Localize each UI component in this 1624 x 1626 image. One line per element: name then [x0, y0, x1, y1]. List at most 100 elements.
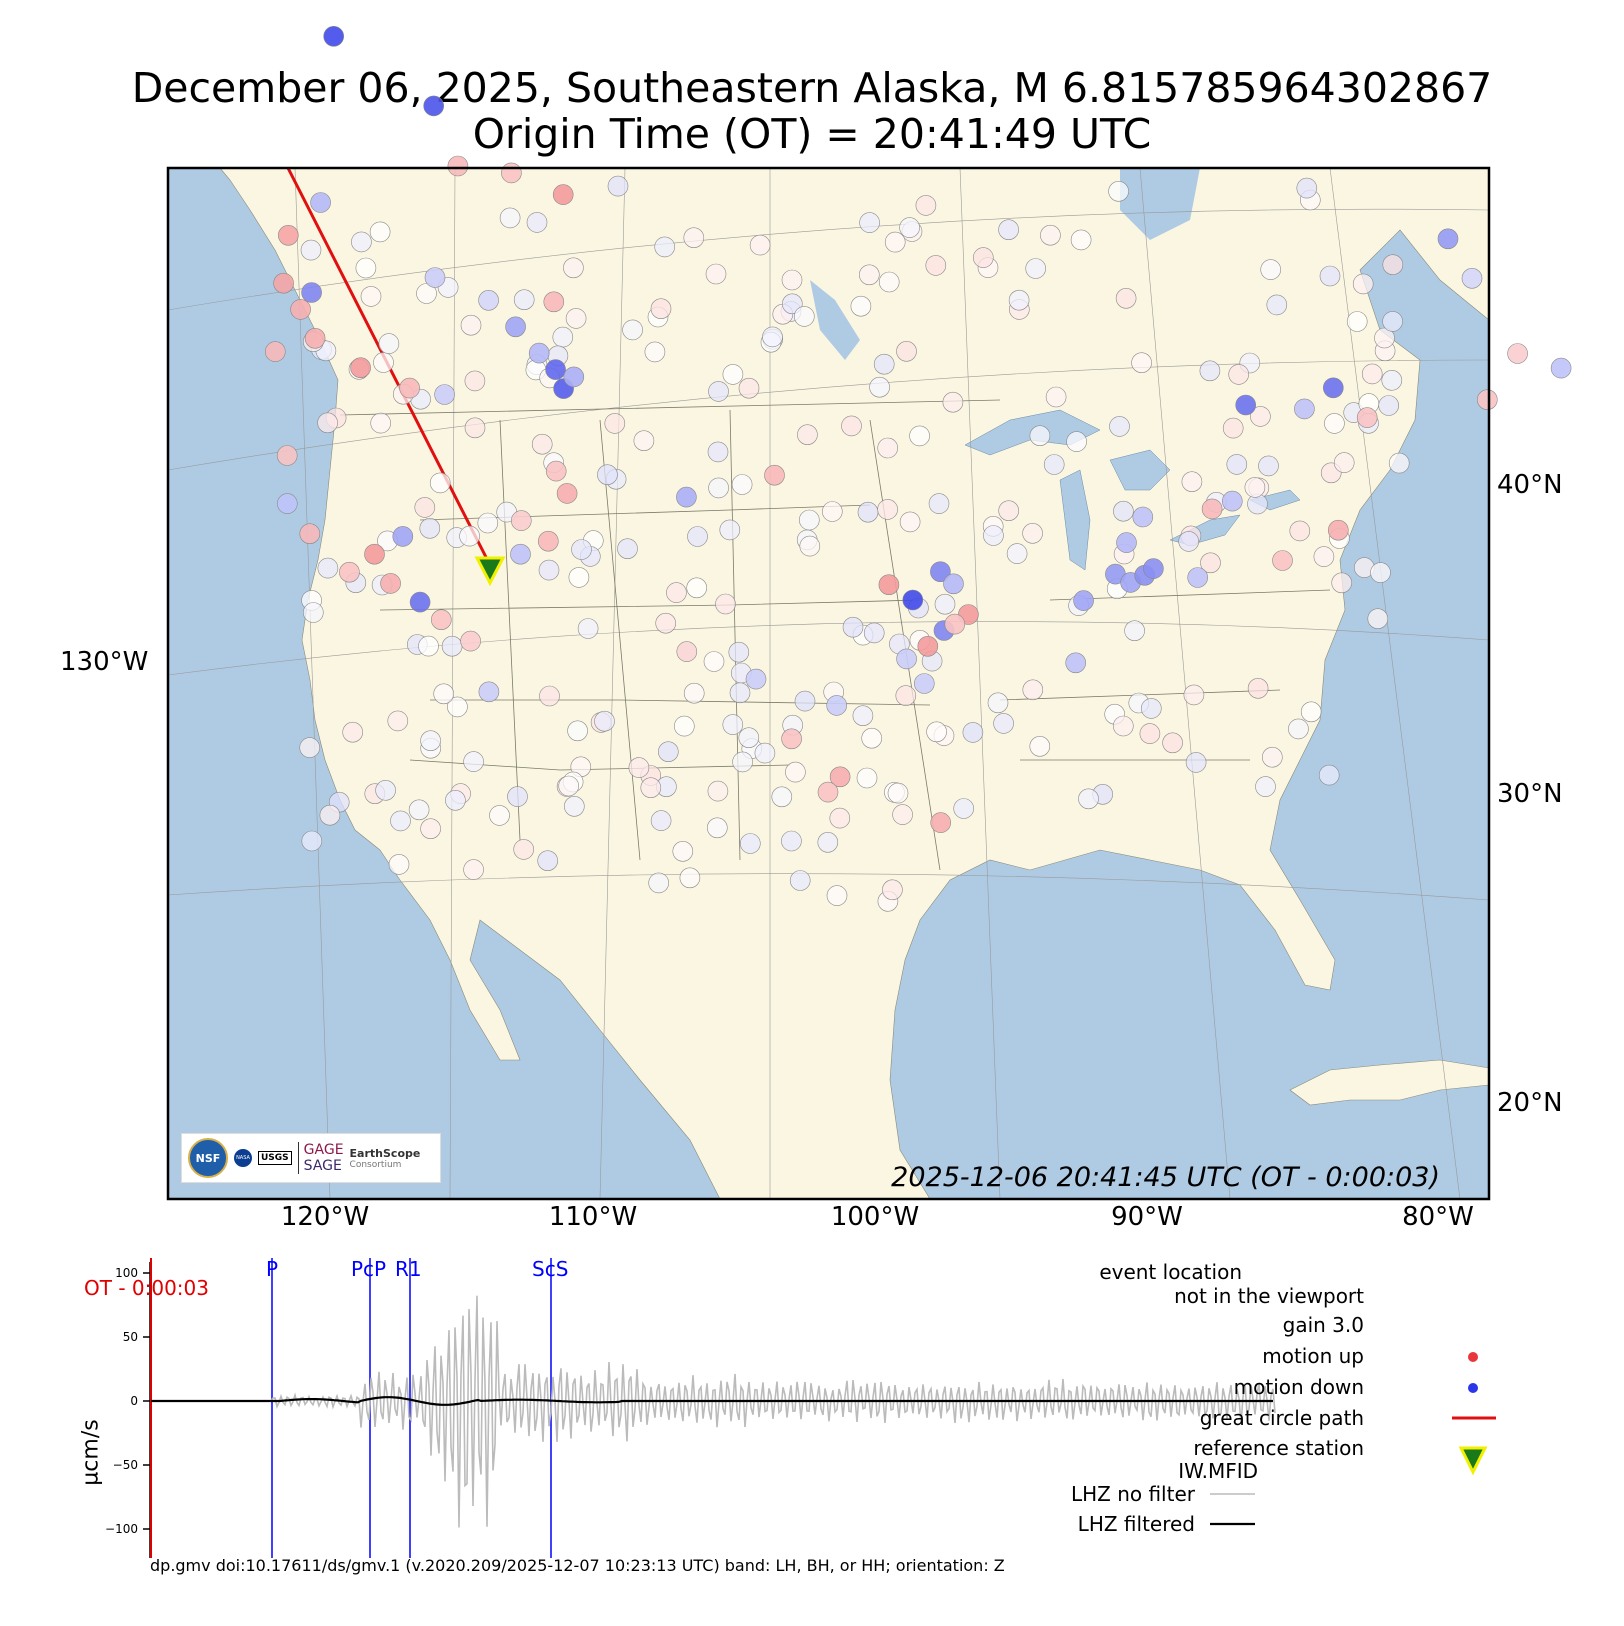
- station-marker: [640, 777, 662, 799]
- station-marker: [817, 781, 839, 803]
- station-marker: [896, 648, 917, 670]
- station-marker: [507, 786, 528, 807]
- station-marker: [683, 227, 705, 248]
- station-marker: [510, 510, 532, 531]
- station-marker: [301, 282, 322, 303]
- station-marker: [1131, 352, 1152, 374]
- y-tick-minus100: −100: [105, 1522, 138, 1536]
- station-marker: [826, 695, 848, 716]
- station-marker: [571, 539, 592, 560]
- station-marker: [1008, 289, 1030, 311]
- y-tick-50: 50: [122, 1330, 138, 1344]
- station-marker: [655, 612, 677, 634]
- station-marker: [899, 217, 920, 238]
- lon-label-130w: 130°W: [60, 647, 149, 677]
- station-marker: [873, 353, 895, 375]
- station-marker: [715, 593, 736, 615]
- station-marker: [539, 685, 560, 707]
- station-marker: [789, 870, 811, 891]
- station-marker: [799, 535, 821, 557]
- station-marker: [355, 257, 377, 279]
- station-marker: [1388, 452, 1410, 474]
- station-marker: [859, 212, 880, 233]
- station-marker: [537, 850, 559, 872]
- station-marker: [531, 433, 553, 455]
- station-marker: [339, 561, 360, 583]
- station-marker: [902, 589, 924, 611]
- station-marker: [706, 817, 728, 839]
- legend-motion-down: motion down: [1233, 1375, 1364, 1399]
- station-marker: [1381, 369, 1403, 391]
- station-marker: [785, 761, 806, 783]
- station-marker: [1313, 546, 1335, 567]
- station-marker: [1181, 471, 1203, 493]
- station-marker: [1289, 520, 1311, 542]
- nasa-logo: NASA: [234, 1149, 252, 1167]
- station-marker: [738, 377, 760, 399]
- station-marker: [360, 286, 382, 307]
- station-marker: [1108, 181, 1129, 202]
- station-marker: [781, 293, 803, 315]
- station-marker: [416, 283, 437, 304]
- station-marker: [856, 767, 878, 789]
- lon-label-120w: 120°W: [280, 1202, 370, 1232]
- station-marker: [1346, 311, 1368, 332]
- station-marker: [414, 497, 436, 518]
- station-marker: [392, 526, 414, 547]
- station-marker: [1235, 394, 1256, 416]
- station-marker: [1022, 522, 1043, 544]
- station-marker: [310, 192, 331, 213]
- lat-label-30n: 30°N: [1497, 779, 1563, 809]
- station-marker: [798, 509, 820, 531]
- ot-offset-label: OT - 0:00:03: [84, 1276, 209, 1300]
- footer-citation: dp.gmv doi:10.17611/ds/gmv.1 (v.2020.209…: [150, 1556, 1005, 1575]
- station-marker: [567, 720, 588, 742]
- station-marker: [1374, 327, 1395, 349]
- station-marker: [1323, 377, 1344, 399]
- station-marker: [375, 779, 396, 801]
- station-marker: [323, 25, 345, 47]
- origin-time-subtitle: Origin Time (OT) = 20:41:49 UTC: [472, 110, 1152, 158]
- station-marker: [563, 795, 585, 817]
- map-title: December 06, 2025, Southeastern Alaska, …: [131, 64, 1493, 112]
- station-marker: [722, 714, 744, 735]
- station-marker: [1029, 425, 1051, 447]
- station-marker: [728, 641, 750, 663]
- station-marker: [745, 668, 767, 690]
- reference-station-marker: [474, 556, 506, 587]
- station-marker: [1065, 652, 1086, 674]
- station-marker: [447, 696, 468, 718]
- station-marker: [373, 352, 394, 373]
- station-marker: [993, 713, 1014, 734]
- station-marker: [460, 314, 482, 336]
- station-marker: [1228, 364, 1249, 385]
- station-marker: [749, 234, 771, 256]
- station-marker: [290, 299, 311, 320]
- station-marker: [1288, 718, 1309, 740]
- station-marker: [276, 445, 298, 466]
- station-marker: [1022, 679, 1044, 701]
- station-marker: [378, 333, 400, 354]
- hudson-bay-lakes: [810, 168, 1200, 360]
- station-marker: [477, 512, 499, 534]
- station-marker: [732, 751, 753, 773]
- station-marker: [420, 730, 441, 752]
- station-marker: [861, 727, 883, 749]
- nsf-logo: NSF: [188, 1138, 228, 1178]
- lhz-filtered-trace: [151, 1396, 1273, 1406]
- lon-label-100w: 100°W: [830, 1202, 920, 1232]
- station-marker: [797, 424, 818, 446]
- station-marker: [878, 574, 900, 596]
- station-marker: [633, 430, 655, 452]
- station-marker: [342, 721, 364, 743]
- station-marker: [738, 727, 760, 749]
- station-marker: [909, 425, 930, 447]
- station-marker: [418, 635, 439, 657]
- station-marker: [650, 810, 672, 831]
- lat-label-20n: 20°N: [1497, 1088, 1563, 1118]
- station-marker: [1109, 416, 1130, 437]
- y-tick-minus50: −50: [112, 1458, 138, 1472]
- station-marker: [505, 316, 526, 338]
- station-marker: [1066, 431, 1087, 452]
